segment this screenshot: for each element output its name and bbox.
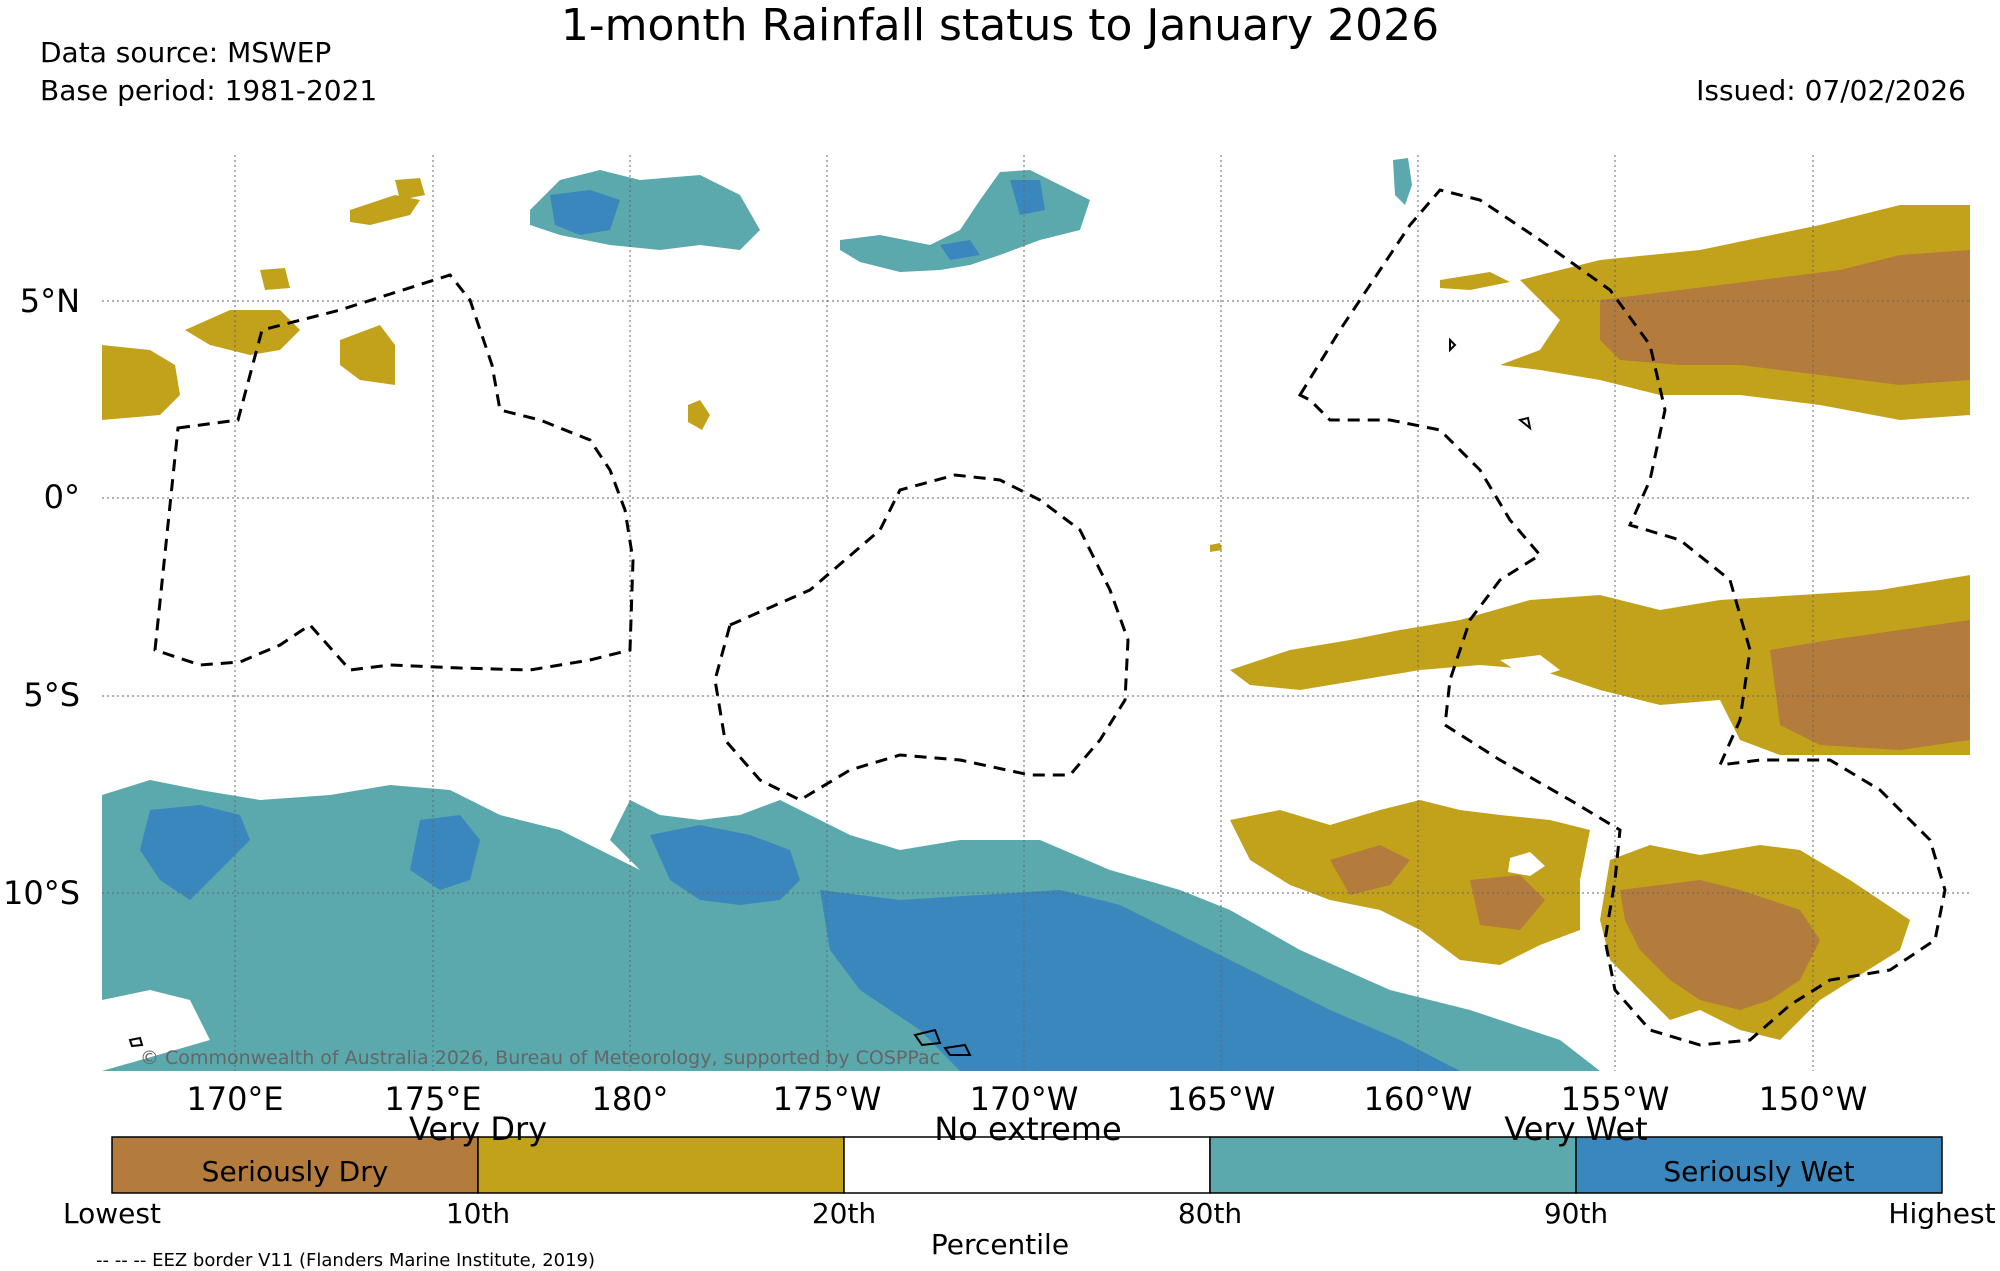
latitude-label-5n: 5°N (19, 282, 80, 320)
longitude-label-150w: 150°W (1758, 1080, 1868, 1118)
legend-axis-label: Percentile (930, 1228, 1070, 1261)
legend-swatch-seriously-wet (1575, 1136, 1943, 1194)
issued-date-label: Issued: 07/02/2026 (1696, 74, 1966, 107)
seriously-dry-regions (1330, 250, 1970, 1010)
data-source-label: Data source: MSWEP (40, 36, 332, 69)
islands (128, 337, 1532, 1056)
copyright-notice: © Commonwealth of Australia 2026, Bureau… (140, 1047, 941, 1069)
legend-label-no-extreme: No extreme (934, 1110, 1122, 1148)
base-period-label: Base period: 1981-2021 (40, 74, 378, 107)
legend-tick-lowest: Lowest (63, 1197, 161, 1230)
latitude-label-equator: 0° (43, 478, 80, 516)
legend-tick-highest: Highest (1888, 1197, 1996, 1230)
longitude-label-170w: 170°W (969, 1080, 1079, 1118)
legend-tick-90th: 90th (1543, 1197, 1609, 1230)
legend-swatch-no-extreme (843, 1136, 1211, 1194)
legend-swatch-very-wet (1209, 1136, 1577, 1194)
longitude-label-165w: 165°W (1166, 1080, 1276, 1118)
eez-borders (153, 188, 1947, 1047)
legend-swatch-very-dry (477, 1136, 845, 1194)
longitude-label-175w: 175°W (772, 1080, 882, 1118)
latitude-label-10s: 10°S (2, 874, 80, 912)
legend-tick-80th: 80th (1177, 1197, 1243, 1230)
eez-border-note: -- -- -- EEZ border V11 (Flanders Marine… (96, 1250, 596, 1271)
longitude-label-170e: 170°E (186, 1080, 284, 1118)
legend-swatch-seriously-dry (111, 1136, 479, 1194)
latitude-label-5s: 5°S (23, 676, 80, 714)
longitude-label-160w: 160°W (1363, 1080, 1473, 1118)
legend-tick-20th: 20th (811, 1197, 877, 1230)
legend-label-very-wet: Very Wet (1504, 1110, 1648, 1148)
map-title: 1-month Rainfall status to January 2026 (560, 0, 1440, 51)
legend-tick-10th: 10th (445, 1197, 511, 1230)
legend-label-seriously-wet: Seriously Wet (1663, 1155, 1855, 1188)
longitude-label-180: 180° (591, 1080, 669, 1118)
legend-label-very-dry: Very Dry (408, 1110, 548, 1148)
longitude-label-155w: 155°W (1560, 1080, 1670, 1118)
graticule (102, 155, 1970, 1071)
longitude-label-175e: 175°E (384, 1080, 482, 1118)
legend-label-seriously-dry: Seriously Dry (201, 1155, 389, 1188)
